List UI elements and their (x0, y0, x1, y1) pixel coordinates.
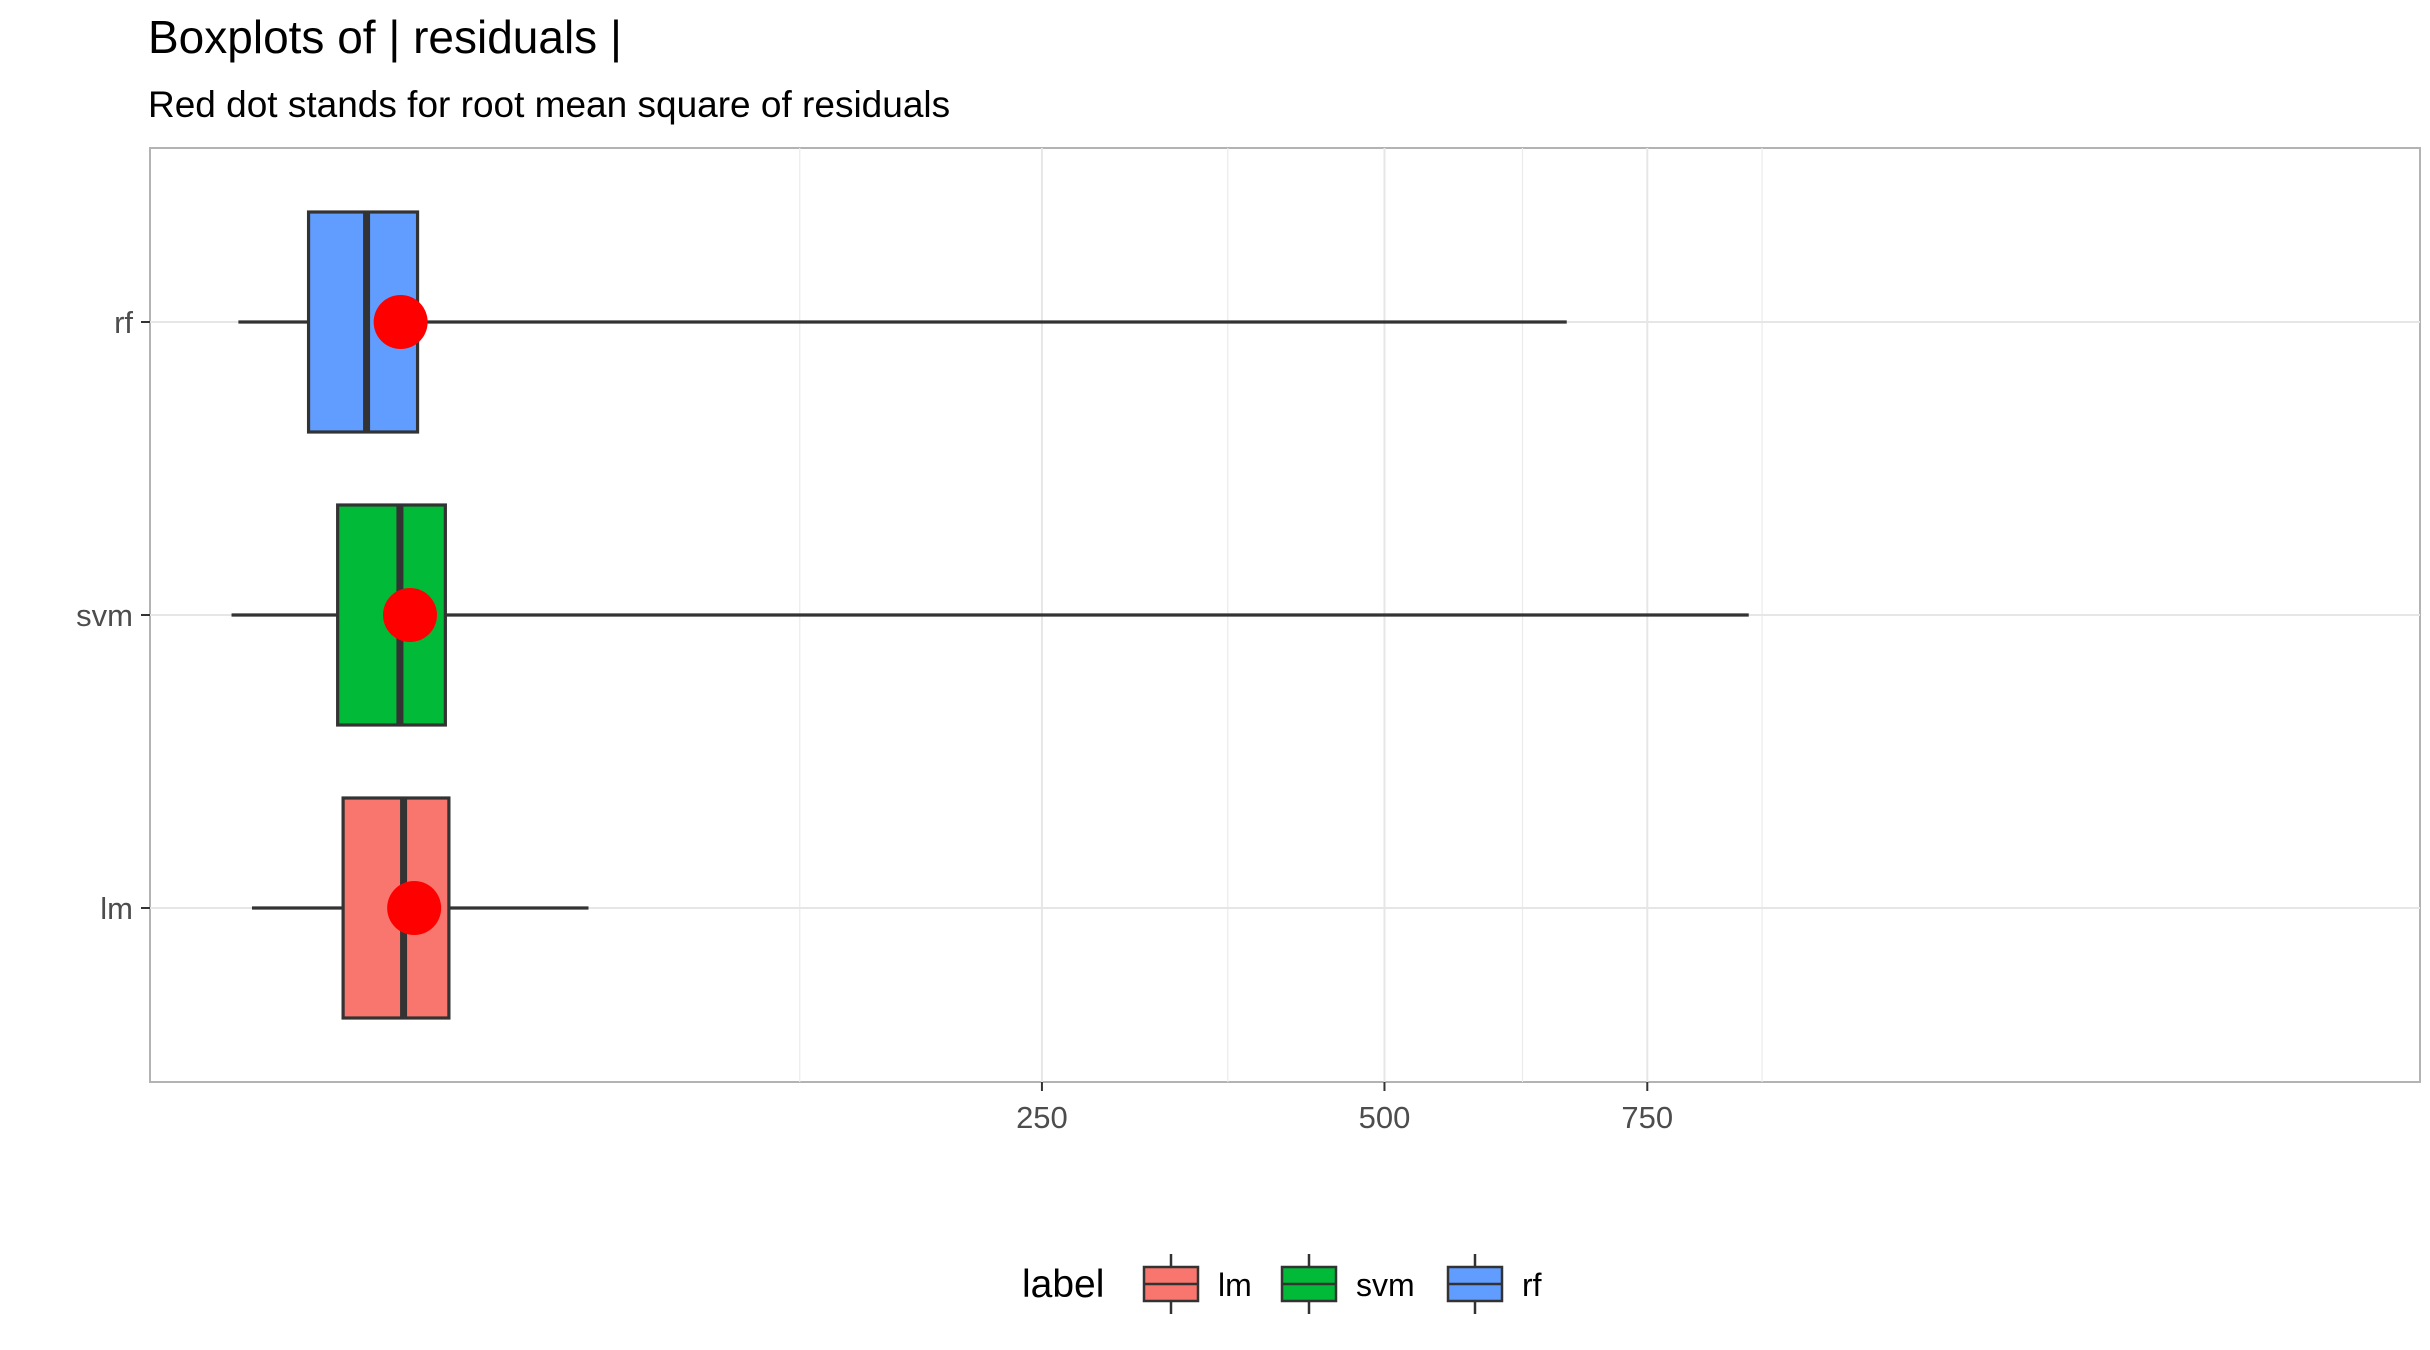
x-tick-label-500: 500 (1359, 1100, 1411, 1135)
legend-label-svm: svm (1356, 1267, 1415, 1303)
x-tick-label-250: 250 (1016, 1100, 1068, 1135)
boxplot-svm (231, 503, 1749, 727)
legend-title: label (1022, 1263, 1104, 1306)
legend-label-lm: lm (1218, 1267, 1252, 1303)
chart-title: Boxplots of | residuals | (148, 11, 622, 63)
rms-dot-rf (373, 295, 428, 349)
x-axis: 250 500 750 (1016, 1082, 1673, 1135)
legend-item-lm: lm (1142, 1254, 1252, 1314)
legend-label-rf: rf (1522, 1267, 1542, 1303)
legend-item-svm: svm (1280, 1254, 1415, 1314)
y-tick-label-lm: lm (100, 891, 133, 926)
rms-dot-svm (382, 588, 437, 642)
boxplots (231, 210, 1749, 1020)
y-axis: lm svm rf (76, 305, 150, 926)
y-tick-label-rf: rf (114, 305, 133, 340)
chart-subtitle: Red dot stands for root mean square of r… (148, 84, 950, 125)
boxplot-rf (238, 210, 1567, 434)
boxplot-lm (251, 796, 589, 1020)
legend: label lm svm rf (1022, 1254, 1542, 1314)
rms-dot-lm (387, 881, 442, 935)
legend-item-rf: rf (1446, 1254, 1542, 1314)
x-tick-label-750: 750 (1621, 1100, 1673, 1135)
y-tick-label-svm: svm (76, 598, 133, 633)
